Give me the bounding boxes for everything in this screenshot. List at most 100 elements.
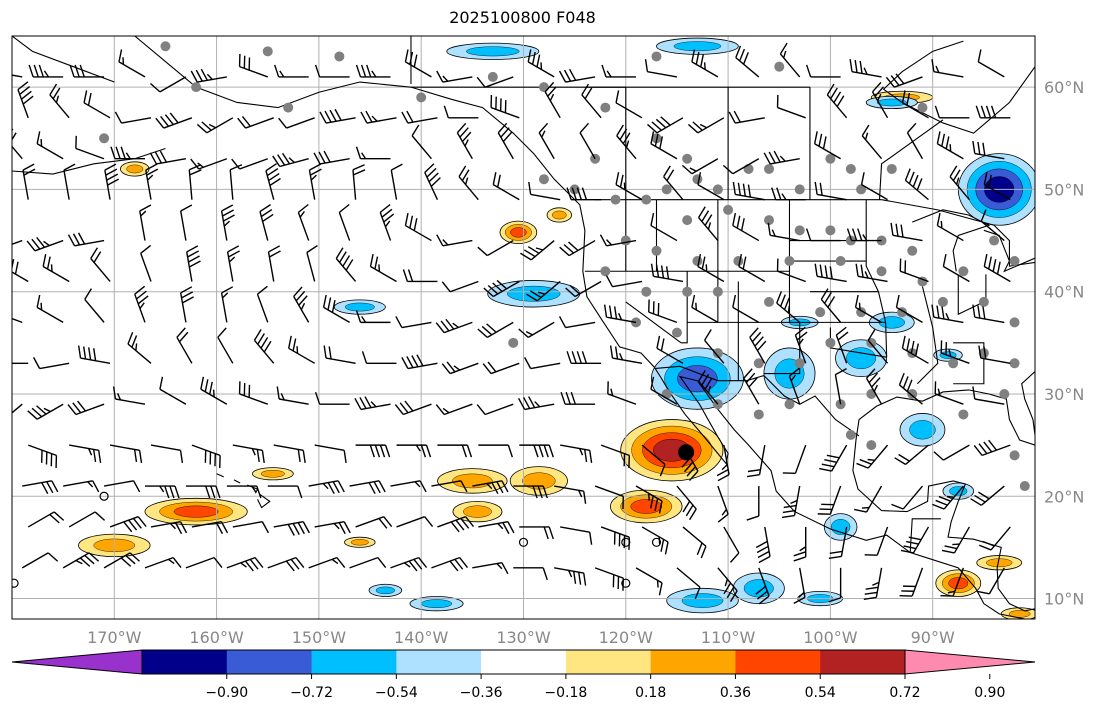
- wind-barb: [441, 280, 479, 293]
- province-border: [878, 119, 944, 200]
- wind-barb: [641, 526, 669, 555]
- wind-barb: [616, 124, 637, 160]
- lon-tick-label: 150°W: [292, 628, 347, 647]
- wind-barb: [191, 444, 221, 469]
- wind-barb: [513, 567, 548, 581]
- wind-barb: [895, 294, 923, 323]
- negative-anomaly-region: [673, 41, 722, 52]
- station-marker: [907, 388, 918, 399]
- wind-barb: [560, 526, 593, 545]
- wind-barb: [68, 511, 106, 528]
- wind-barb: [483, 279, 520, 298]
- station-marker: [825, 337, 836, 348]
- wind-barb: [835, 326, 849, 364]
- wind-barb: [559, 239, 596, 257]
- station-marker: [733, 256, 744, 267]
- wind-barb: [849, 59, 882, 78]
- wind-barb: [77, 345, 111, 364]
- wind-barb: [722, 158, 760, 175]
- lon-tick-label: 110°W: [701, 628, 756, 647]
- wind-barb: [978, 345, 1011, 364]
- wind-barb: [226, 245, 240, 282]
- station-marker: [845, 429, 856, 440]
- station-marker: [958, 266, 969, 277]
- wind-barb: [716, 445, 730, 482]
- wind-barb: [528, 181, 561, 201]
- station-marker: [1009, 317, 1020, 328]
- station-marker: [487, 71, 498, 82]
- wind-barb: [776, 291, 801, 323]
- station-marker: [784, 256, 795, 267]
- station-marker: [835, 256, 846, 267]
- lat-tick-label: 50°N: [1044, 180, 1084, 199]
- wind-barb: [109, 516, 147, 533]
- wind-barb: [190, 68, 227, 83]
- station-marker: [712, 348, 723, 359]
- wind-barb: [781, 485, 801, 519]
- wind-barb: [27, 444, 58, 469]
- wind-barb: [396, 444, 432, 458]
- colorbar-segment: [226, 650, 313, 674]
- wind-barb: [558, 316, 596, 329]
- colorbar-tick-label: −0.36: [460, 685, 503, 701]
- wind-barb: [819, 444, 848, 472]
- station-marker: [160, 41, 171, 52]
- state-border: [953, 342, 985, 385]
- wind-barb: [538, 122, 555, 160]
- station-marker: [191, 82, 202, 93]
- wind-barb: [118, 49, 146, 78]
- wind-barb: [22, 480, 59, 495]
- wind-barb: [904, 168, 929, 201]
- wind-barb: [361, 351, 397, 364]
- lat-tick-label: 40°N: [1044, 283, 1084, 302]
- wind-barb: [860, 172, 888, 201]
- wind-barb: [973, 439, 1011, 457]
- wind-barb: [114, 111, 152, 124]
- wind-barb: [12, 128, 23, 160]
- wind-barb: [983, 253, 1011, 283]
- open-circle-marker: [518, 537, 529, 547]
- wind-barb: [110, 146, 145, 160]
- wind-barb: [497, 122, 514, 160]
- wind-barb: [650, 263, 684, 283]
- state-border: [829, 327, 887, 358]
- wind-barb: [566, 351, 602, 364]
- wind-barb: [267, 556, 305, 572]
- wind-barb: [856, 444, 889, 469]
- wind-barb: [933, 444, 970, 461]
- wind-barb: [635, 485, 663, 514]
- wind-barb: [127, 331, 152, 364]
- wind-barb: [767, 222, 800, 242]
- wind-barb: [676, 485, 697, 521]
- wind-barb: [650, 131, 678, 160]
- wind-barb: [265, 163, 281, 200]
- wind-barb: [650, 376, 678, 405]
- wind-barb: [259, 204, 274, 241]
- wind-barb: [349, 556, 387, 569]
- station-marker: [907, 245, 918, 256]
- wind-barb: [273, 521, 310, 536]
- lat-tick-label: 60°N: [1044, 78, 1084, 97]
- colorbar-tick-label: −0.18: [544, 685, 587, 701]
- wind-barb: [390, 480, 427, 493]
- wind-barb: [404, 213, 432, 242]
- wind-barb: [648, 299, 678, 324]
- wind-barb: [67, 400, 105, 416]
- wind-barb: [456, 122, 473, 160]
- wind-barb: [27, 511, 65, 528]
- station-marker: [416, 92, 427, 103]
- positive-anomaly-region: [552, 210, 567, 220]
- wind-barb: [476, 403, 514, 416]
- wind-barb: [103, 480, 141, 493]
- wind-barb: [931, 59, 964, 78]
- wind-barb: [861, 124, 883, 160]
- station-marker: [937, 296, 948, 307]
- wind-barb: [599, 234, 637, 247]
- colorbar-segment: [735, 650, 821, 674]
- station-marker: [753, 409, 764, 420]
- wind-barb: [272, 152, 309, 168]
- wind-barb: [354, 396, 391, 411]
- wind-barb: [717, 485, 729, 523]
- wind-barb: [472, 561, 509, 575]
- station-marker: [1019, 481, 1030, 492]
